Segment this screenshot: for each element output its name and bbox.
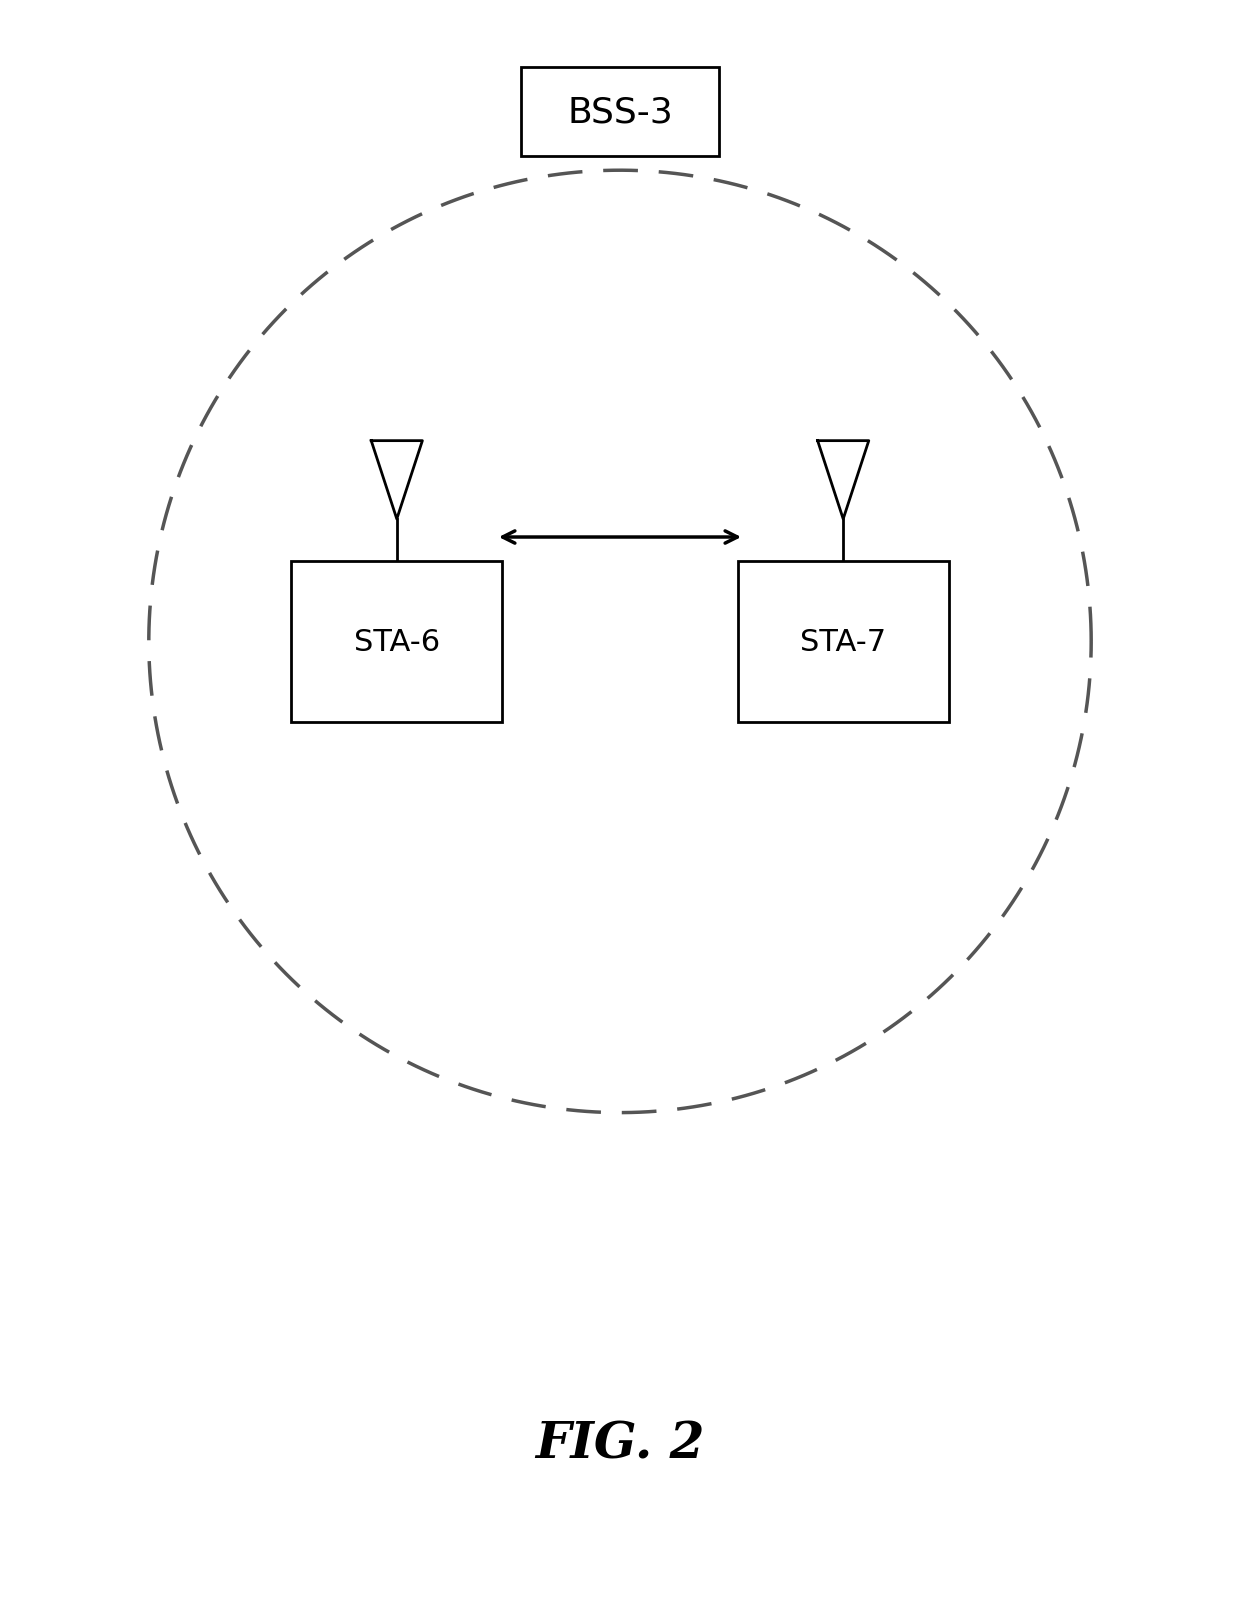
Text: FIG. 2: FIG. 2 [536, 1420, 704, 1469]
Text: STA-7: STA-7 [800, 628, 887, 656]
FancyBboxPatch shape [291, 562, 502, 722]
Text: STA-6: STA-6 [353, 628, 440, 656]
FancyBboxPatch shape [521, 67, 719, 156]
Text: BSS-3: BSS-3 [567, 95, 673, 130]
FancyBboxPatch shape [738, 562, 949, 722]
